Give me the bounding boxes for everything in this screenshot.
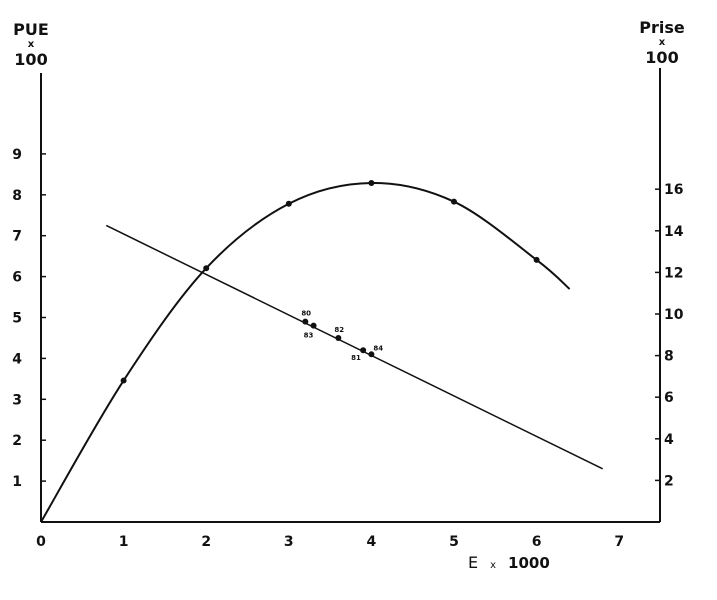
x-tick-label: 4 — [367, 534, 377, 550]
y-right-title-mult: 100 — [645, 48, 679, 67]
y-right-tick-label: 2 — [664, 473, 674, 489]
x-title-mult: 1000 — [508, 554, 550, 572]
y-left-tick-label: 2 — [12, 433, 22, 449]
y-left-tick-label: 5 — [12, 311, 22, 327]
y-left-tick-label: 7 — [12, 229, 22, 245]
x-title-times: x — [490, 560, 497, 571]
prise-marker — [285, 200, 292, 207]
prise-marker — [368, 179, 375, 186]
y-left-title-times: x — [27, 39, 35, 50]
pue-point-label: 83 — [304, 332, 314, 340]
x-tick-label: 3 — [284, 534, 294, 550]
y-right-tick-label: 10 — [664, 307, 684, 323]
x-tick-label: 7 — [614, 534, 624, 550]
pue-point — [335, 334, 342, 341]
pue-point — [360, 347, 367, 354]
y-right-tick-label: 4 — [664, 432, 674, 448]
pue-point — [310, 322, 317, 329]
x-title-var: E — [468, 553, 479, 572]
y-right-tick-label: 6 — [664, 390, 674, 406]
pue-point-label: 84 — [373, 344, 383, 352]
y-right-title-times: x — [658, 37, 666, 48]
pue-point — [368, 351, 375, 358]
y-left-tick-label: 3 — [12, 392, 22, 408]
y-left-title-var: PUE — [13, 20, 49, 39]
y-left-title-mult: 100 — [14, 50, 48, 69]
y-right-tick-label: 8 — [664, 349, 674, 365]
prise-marker — [120, 377, 127, 384]
pue-point-label: 80 — [301, 310, 311, 318]
y-left-tick-label: 8 — [12, 188, 22, 204]
x-tick-label: 6 — [532, 534, 542, 550]
x-tick-label: 5 — [449, 534, 459, 550]
y-left-tick-label: 6 — [12, 270, 22, 286]
series-layer: 80 83 82 81 84 — [40, 179, 604, 523]
y-left-tick-label: 4 — [12, 351, 22, 367]
prise-marker — [203, 265, 210, 272]
prise-marker — [533, 256, 540, 263]
x-tick-label: 0 — [36, 534, 46, 550]
y-right-tick-label: 12 — [664, 265, 683, 281]
x-tick-label: 1 — [119, 534, 129, 550]
pue-regression-line — [105, 224, 604, 470]
y-right-axis-title: Prise x 100 — [632, 20, 692, 66]
y-right-title-var: Prise — [639, 18, 685, 37]
pue-point-label: 82 — [334, 326, 344, 334]
x-tick-label: 2 — [201, 534, 211, 550]
y-left-axis-title: PUE x 100 — [8, 22, 54, 68]
pue-point — [302, 318, 309, 325]
y-right-tick-label: 16 — [664, 182, 683, 198]
prise-curve — [40, 181, 571, 523]
y-left-tick-label: 9 — [12, 147, 22, 163]
y-left-tick-label: 1 — [12, 474, 22, 490]
pue-point-label: 81 — [351, 354, 361, 362]
y-right-tick-label: 14 — [664, 224, 684, 240]
prise-marker — [451, 198, 457, 205]
axes — [40, 68, 661, 523]
